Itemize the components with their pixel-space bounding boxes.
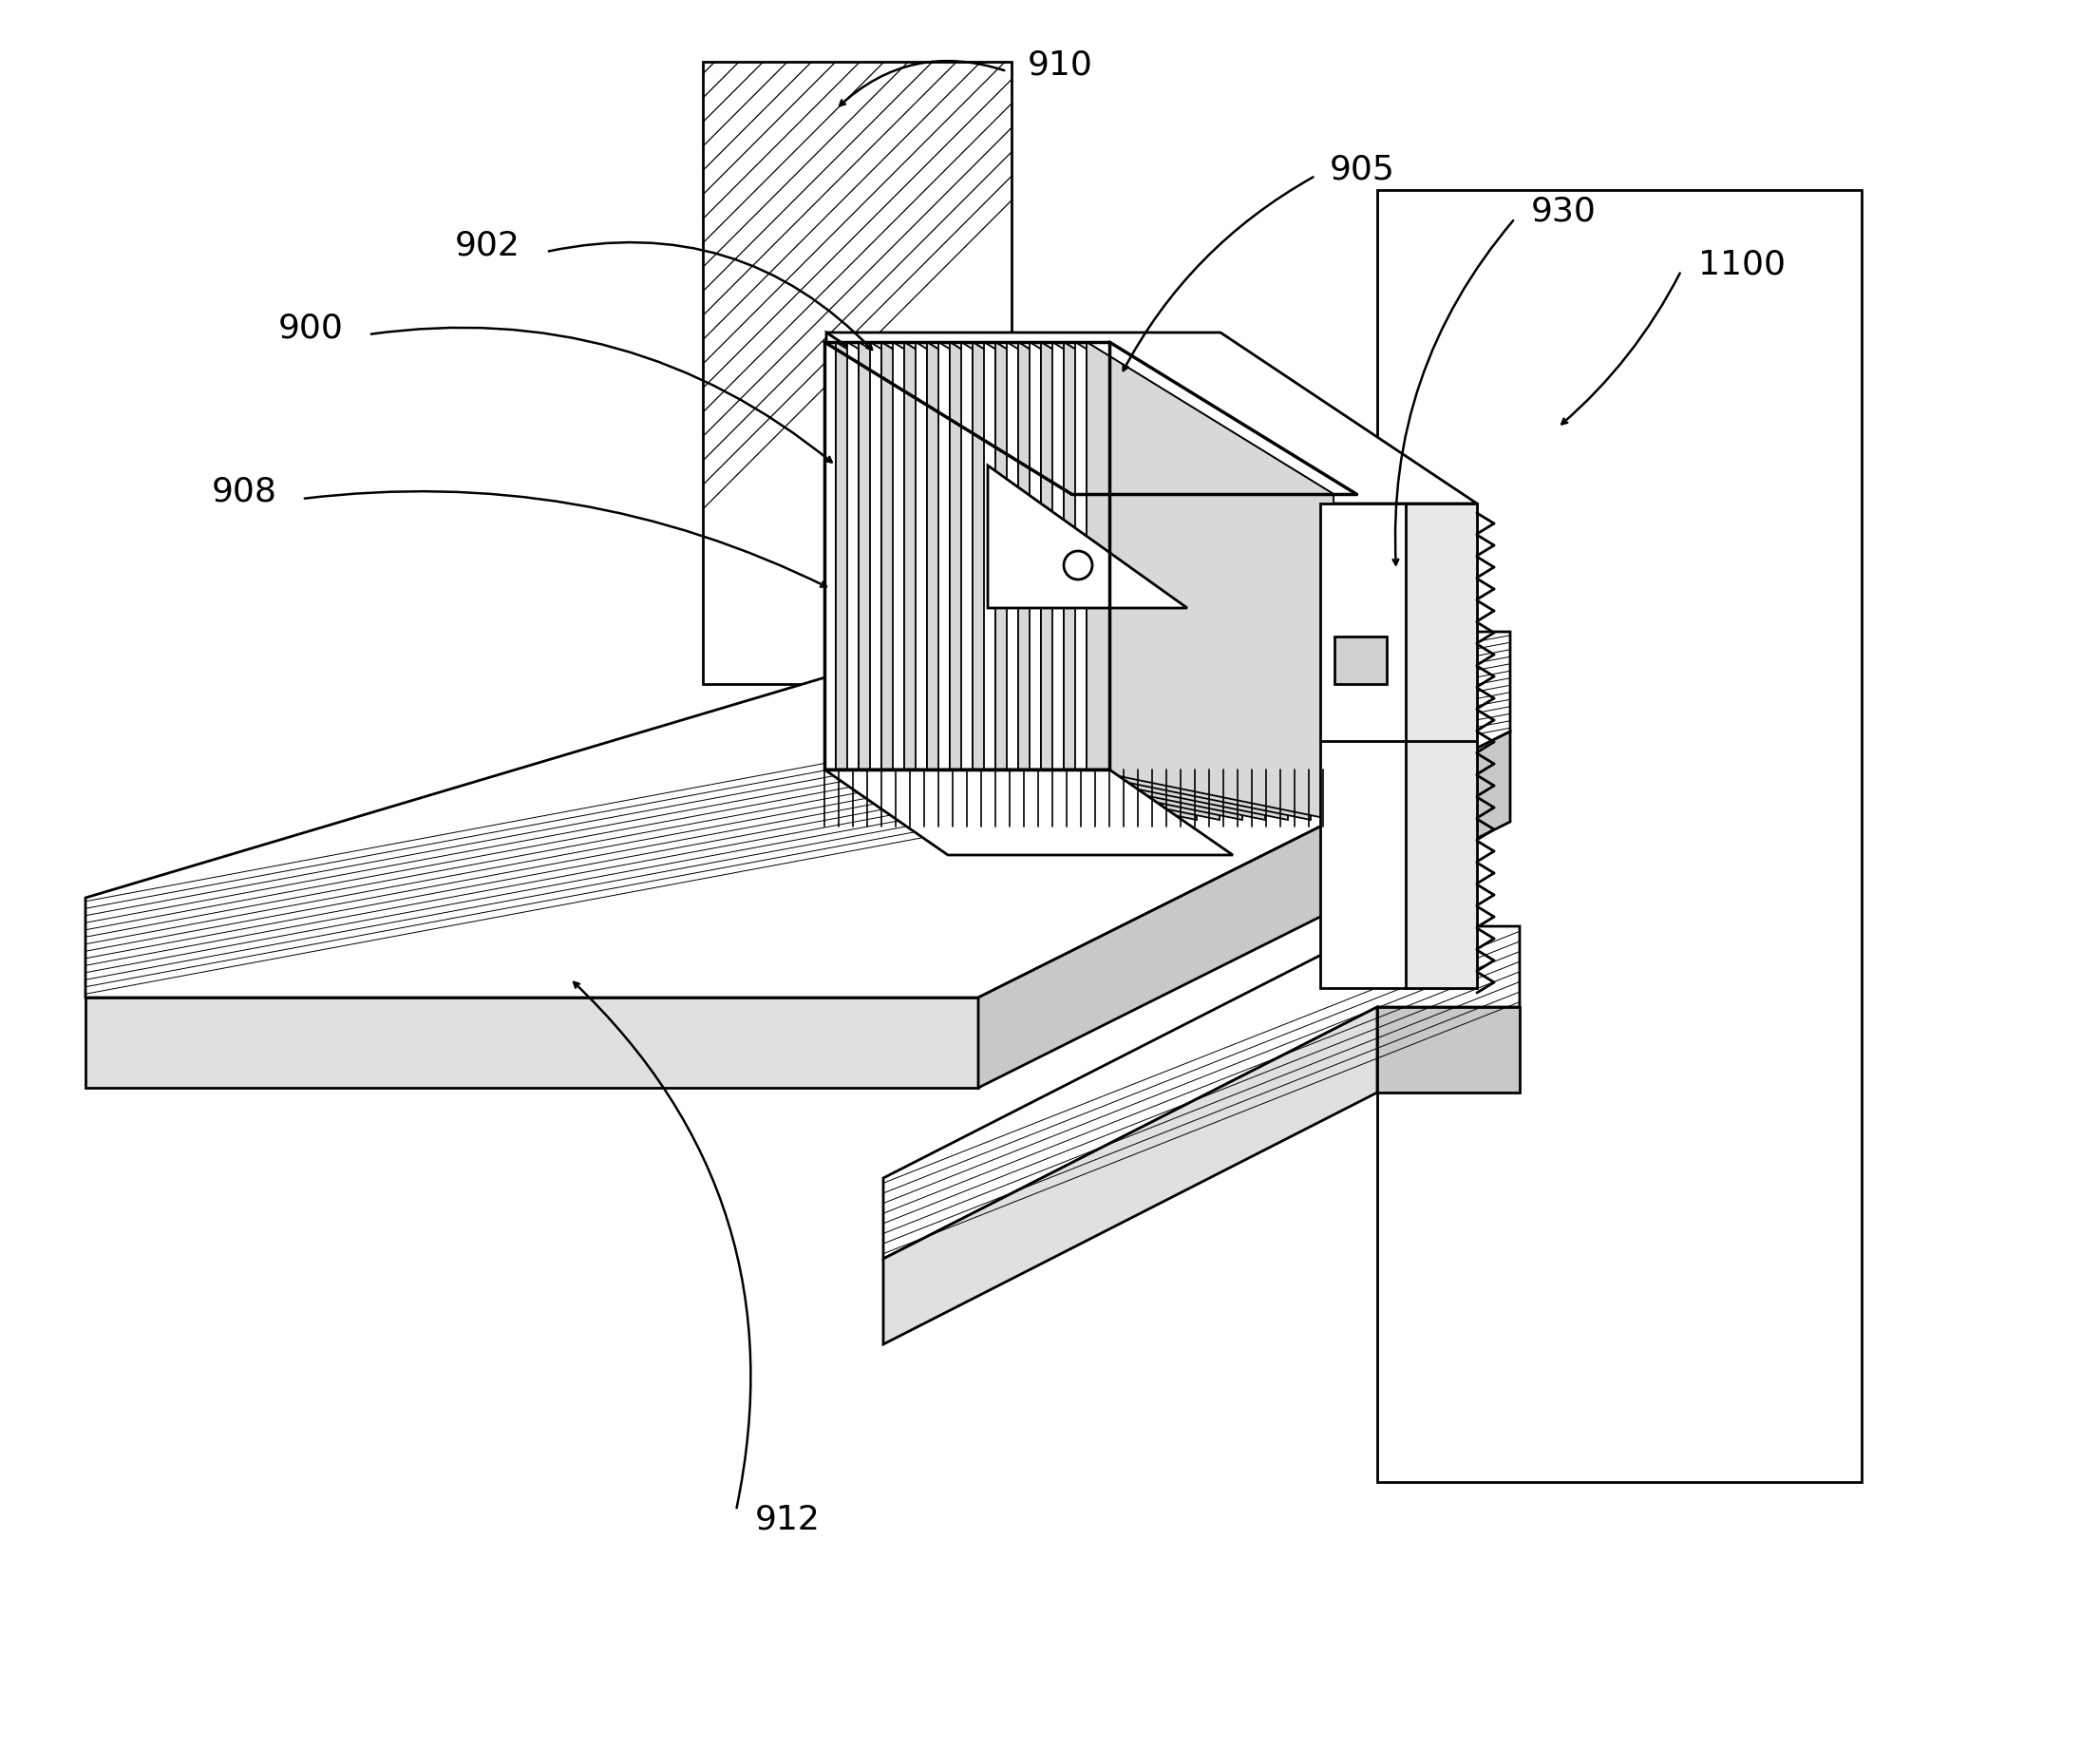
Polygon shape — [1006, 343, 1264, 493]
Polygon shape — [926, 343, 1174, 820]
Polygon shape — [846, 343, 1105, 493]
Polygon shape — [939, 343, 1197, 493]
Polygon shape — [825, 770, 1233, 855]
Polygon shape — [1086, 343, 1334, 820]
Polygon shape — [985, 343, 995, 770]
Polygon shape — [825, 343, 836, 770]
Polygon shape — [1052, 343, 1310, 493]
Polygon shape — [995, 343, 1243, 820]
Polygon shape — [1006, 343, 1018, 770]
Polygon shape — [1321, 504, 1476, 988]
Polygon shape — [1065, 343, 1310, 820]
Polygon shape — [825, 332, 1476, 504]
Text: 930: 930 — [1531, 194, 1596, 227]
Polygon shape — [869, 343, 1128, 493]
Polygon shape — [1042, 343, 1287, 820]
Polygon shape — [1029, 343, 1042, 770]
Polygon shape — [916, 343, 926, 770]
Polygon shape — [869, 343, 882, 770]
Polygon shape — [892, 343, 1151, 493]
Polygon shape — [884, 1007, 1378, 1345]
Text: 908: 908 — [212, 476, 277, 509]
Polygon shape — [86, 997, 979, 1088]
Polygon shape — [987, 465, 1186, 609]
Polygon shape — [1084, 504, 1476, 770]
Polygon shape — [905, 343, 1151, 820]
Polygon shape — [882, 343, 1128, 820]
Polygon shape — [704, 61, 1012, 684]
Polygon shape — [1075, 343, 1086, 770]
Polygon shape — [1334, 637, 1386, 684]
Polygon shape — [1378, 191, 1861, 1481]
Text: 900: 900 — [279, 311, 344, 345]
Polygon shape — [916, 343, 1174, 493]
Polygon shape — [949, 343, 1197, 820]
Polygon shape — [884, 927, 1520, 1259]
Polygon shape — [825, 332, 1084, 770]
Polygon shape — [1052, 343, 1065, 770]
Text: 905: 905 — [1329, 152, 1394, 185]
Polygon shape — [962, 343, 1220, 493]
Polygon shape — [1405, 504, 1476, 988]
Polygon shape — [1378, 1007, 1520, 1093]
Polygon shape — [979, 731, 1510, 1088]
Polygon shape — [1029, 343, 1287, 493]
Text: 912: 912 — [756, 1504, 821, 1536]
Polygon shape — [892, 343, 905, 770]
Text: 910: 910 — [1027, 49, 1094, 80]
Polygon shape — [1075, 343, 1334, 493]
Polygon shape — [972, 343, 1220, 820]
Polygon shape — [859, 343, 1105, 820]
Polygon shape — [985, 343, 1243, 493]
Polygon shape — [836, 343, 1084, 820]
Polygon shape — [825, 343, 1084, 493]
Text: 1100: 1100 — [1699, 248, 1785, 280]
Polygon shape — [1018, 343, 1264, 820]
Polygon shape — [962, 343, 972, 770]
Text: 902: 902 — [456, 229, 521, 261]
Polygon shape — [846, 343, 859, 770]
Polygon shape — [86, 631, 1510, 997]
Polygon shape — [939, 343, 949, 770]
